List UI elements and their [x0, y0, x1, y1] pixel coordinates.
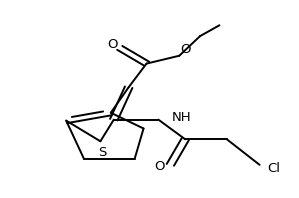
Text: S: S — [98, 146, 106, 159]
Text: O: O — [180, 43, 190, 56]
Text: O: O — [155, 160, 165, 173]
Text: NH: NH — [172, 111, 191, 124]
Text: Cl: Cl — [267, 162, 280, 175]
Text: O: O — [107, 38, 118, 51]
